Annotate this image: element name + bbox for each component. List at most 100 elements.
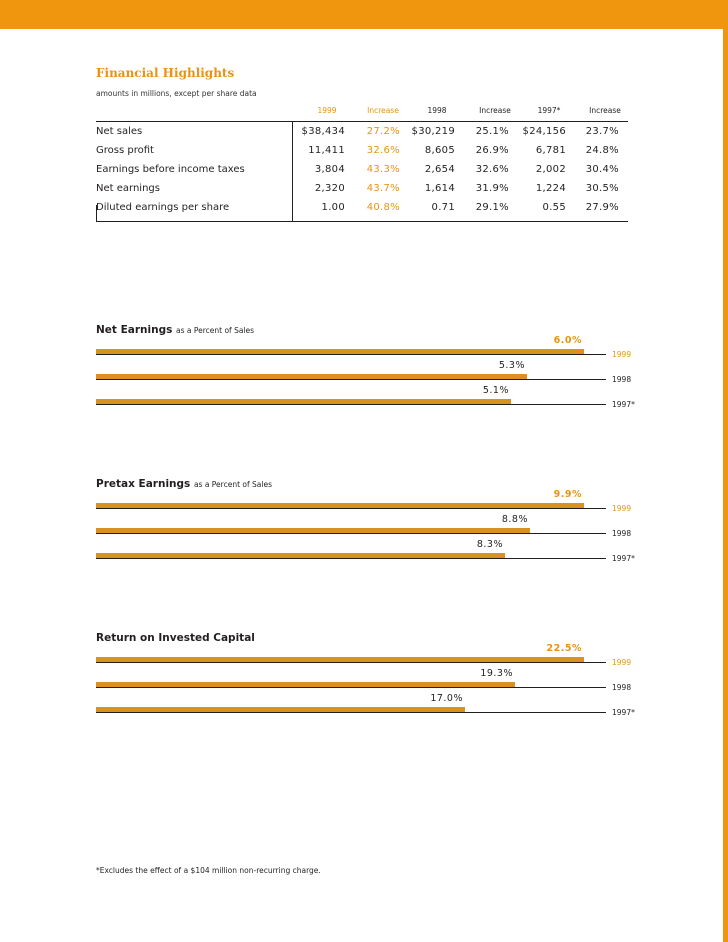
year-label: 1999 <box>612 658 632 667</box>
cell-inc-1998: 31.9% <box>475 183 509 194</box>
cell-1998: 1,614 <box>424 183 455 194</box>
year-label: 1998 <box>612 683 632 692</box>
cell-inc-1998: 25.1% <box>475 126 509 137</box>
bar <box>96 528 530 533</box>
row-label: Gross profit <box>96 145 154 156</box>
cell-inc-1999: 43.3% <box>366 164 400 175</box>
header-1999: 1999 <box>317 106 337 115</box>
year-label: 1997* <box>612 400 635 409</box>
header-1997: 1997* <box>537 106 561 115</box>
header-increase-1997: Increase <box>589 106 621 115</box>
table-row: Net sales $38,434 27.2% $30,219 25.1% $2… <box>0 126 728 142</box>
table-row: Net earnings 2,320 43.7% 1,614 31.9% 1,2… <box>0 183 728 199</box>
cell-inc-1999: 27.2% <box>366 126 400 137</box>
chart-title: Return on Invested Capital <box>96 632 255 644</box>
cell-inc-1997: 23.7% <box>585 126 619 137</box>
chart-title-main: Net Earnings <box>96 324 173 336</box>
cell-inc-1999: 40.8% <box>366 202 400 213</box>
cell-inc-1997: 30.4% <box>585 164 619 175</box>
cell-1998: $30,219 <box>411 126 455 137</box>
cell-1997: 6,781 <box>535 145 566 156</box>
cell-inc-1998: 32.6% <box>475 164 509 175</box>
bar <box>96 707 465 712</box>
year-label: 1998 <box>612 375 632 384</box>
bar-baseline <box>96 558 606 559</box>
bar <box>96 374 527 379</box>
bar-baseline <box>96 533 606 534</box>
table-left-edge <box>96 205 97 222</box>
footnote: *Excludes the effect of a $104 million n… <box>96 866 321 875</box>
cell-1999: 11,411 <box>308 145 345 156</box>
bar-baseline <box>96 404 606 405</box>
bar <box>96 349 584 354</box>
cell-inc-1999: 32.6% <box>366 145 400 156</box>
data-label: 5.1% <box>482 385 509 396</box>
data-label: 8.8% <box>501 514 528 525</box>
chart-title-main: Return on Invested Capital <box>96 632 255 644</box>
cell-1998: 8,605 <box>424 145 455 156</box>
row-label: Net sales <box>96 126 143 137</box>
table-top-rule <box>96 121 628 122</box>
year-label: 1999 <box>612 504 632 513</box>
bar-baseline <box>96 712 606 713</box>
row-label: Net earnings <box>96 183 160 194</box>
cell-1998: 2,654 <box>424 164 455 175</box>
cell-inc-1997: 24.8% <box>585 145 619 156</box>
header-increase-1999: Increase <box>367 106 399 115</box>
right-accent-bar <box>723 0 728 942</box>
table-bottom-rule <box>96 221 628 222</box>
data-label: 22.5% <box>546 643 582 654</box>
cell-1997: 1,224 <box>535 183 566 194</box>
cell-inc-1997: 30.5% <box>585 183 619 194</box>
chart-title: Pretax Earnings as a Percent of Sales <box>96 478 272 490</box>
cell-inc-1998: 26.9% <box>475 145 509 156</box>
page-title: Financial Highlights <box>96 66 235 80</box>
bar <box>96 657 584 662</box>
cell-inc-1999: 43.7% <box>366 183 400 194</box>
cell-1997: $24,156 <box>522 126 566 137</box>
row-label: Earnings before income taxes <box>96 164 245 175</box>
bar-baseline <box>96 354 606 355</box>
year-label: 1997* <box>612 708 635 717</box>
table-column-divider <box>292 121 293 222</box>
cell-1999: 3,804 <box>314 164 345 175</box>
bar-baseline <box>96 662 606 663</box>
cell-inc-1998: 29.1% <box>475 202 509 213</box>
bar <box>96 503 584 508</box>
chart-title: Net Earnings as a Percent of Sales <box>96 324 254 336</box>
cell-1997: 2,002 <box>535 164 566 175</box>
chart-title-sub: as a Percent of Sales <box>193 480 272 489</box>
cell-1999: 1.00 <box>321 202 345 213</box>
cell-1997: 0.55 <box>542 202 566 213</box>
year-label: 1998 <box>612 529 632 538</box>
cell-inc-1997: 27.9% <box>585 202 619 213</box>
chart-title-sub: as a Percent of Sales <box>176 326 255 335</box>
data-label: 8.3% <box>476 539 503 550</box>
bar <box>96 682 515 687</box>
chart-title-main: Pretax Earnings <box>96 478 191 490</box>
bar-baseline <box>96 508 606 509</box>
top-accent-bar <box>0 0 728 29</box>
data-label: 9.9% <box>553 489 582 500</box>
row-label: Diluted earnings per share <box>96 202 230 213</box>
bar <box>96 399 511 404</box>
table-row: Earnings before income taxes 3,804 43.3%… <box>0 164 728 180</box>
data-label: 6.0% <box>553 335 582 346</box>
table-header: 1999 Increase 1998 Increase 1997* Increa… <box>0 106 728 118</box>
data-label: 19.3% <box>480 668 513 679</box>
header-increase-1998: Increase <box>479 106 511 115</box>
bar <box>96 553 505 558</box>
bar-baseline <box>96 687 606 688</box>
cell-1999: 2,320 <box>314 183 345 194</box>
header-1998: 1998 <box>427 106 447 115</box>
year-label: 1999 <box>612 350 632 359</box>
data-label: 5.3% <box>498 360 525 371</box>
year-label: 1997* <box>612 554 635 563</box>
page-subtitle: amounts in millions, except per share da… <box>96 89 257 98</box>
data-label: 17.0% <box>430 693 463 704</box>
cell-1998: 0.71 <box>431 202 455 213</box>
cell-1999: $38,434 <box>301 126 345 137</box>
table-row: Diluted earnings per share 1.00 40.8% 0.… <box>0 202 728 218</box>
bar-baseline <box>96 379 606 380</box>
table-row: Gross profit 11,411 32.6% 8,605 26.9% 6,… <box>0 145 728 161</box>
